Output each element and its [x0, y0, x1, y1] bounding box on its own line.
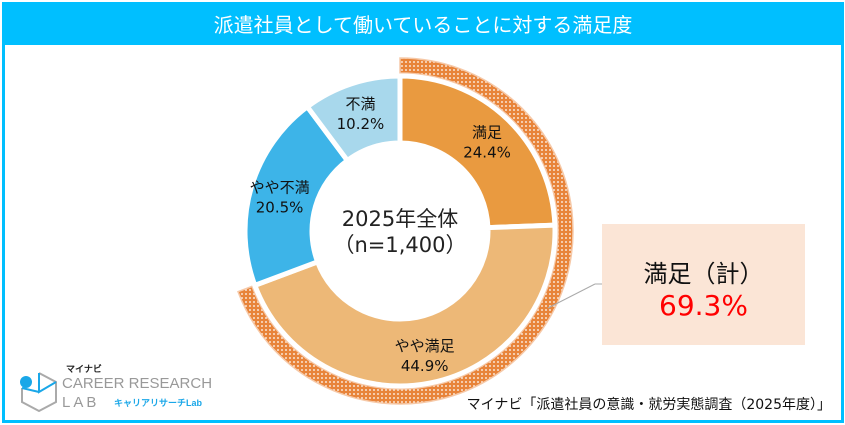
slice-value-label: 20.5%: [256, 199, 304, 217]
logo-line1: CAREER RESEARCH: [62, 375, 213, 392]
callout-value: 69.3%: [659, 289, 748, 322]
slice-category-label: やや不満: [250, 179, 310, 197]
center-label-year: 2025年全体: [342, 207, 458, 231]
slice-value-label: 44.9%: [401, 357, 449, 375]
leader-line: [547, 283, 596, 309]
donut-slice-4: [303, 73, 403, 164]
donut-slice-2: [251, 222, 558, 389]
slice-value-label: 24.4%: [463, 144, 511, 162]
callout-label: 満足（計）: [643, 260, 764, 288]
logo-brand: マイナビ: [66, 364, 102, 374]
slice-category-label: 不満: [345, 95, 375, 113]
donut-slice-3: [242, 103, 351, 289]
satisfied-total-ring: [237, 57, 574, 405]
slice-value-label: 10.2%: [337, 115, 385, 133]
satisfied-total-callout: 満足（計） 69.3%: [602, 224, 805, 345]
chart-title: 派遣社員として働いていることに対する満足度: [5, 5, 841, 45]
slice-category-label: やや満足: [395, 337, 455, 355]
donut-slice-1: [397, 73, 558, 231]
logo-kana: キャリアリサーチLab: [114, 398, 203, 408]
logo-line2: LAB: [62, 394, 100, 411]
cube-logo-icon: [20, 372, 57, 413]
slice-category-label: 満足: [472, 124, 502, 142]
career-research-lab-logo: マイナビ CAREER RESEARCH LAB キャリアリサーチLab: [18, 364, 218, 416]
center-label-n: （n=1,400）: [333, 233, 466, 257]
source-note: マイナビ「派遣社員の意識・就労実態調査（2025年度）」: [466, 397, 831, 413]
